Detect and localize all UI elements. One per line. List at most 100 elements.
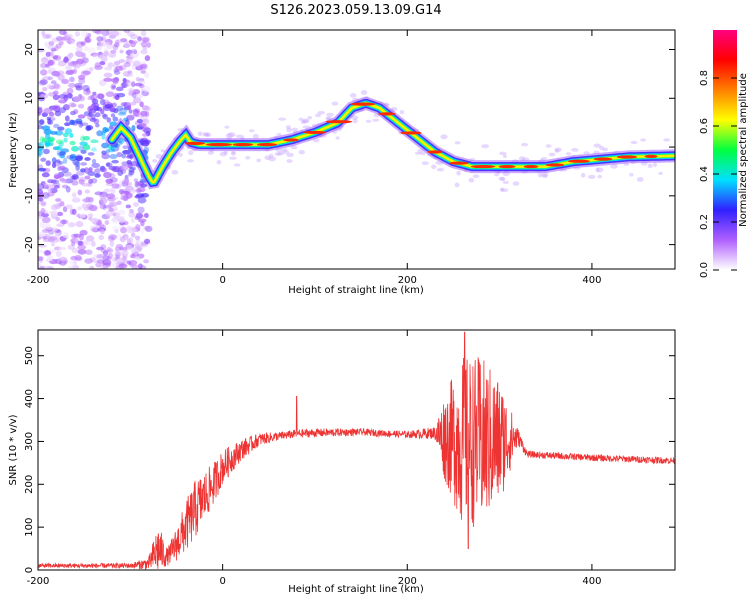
spectrogram-noise-cell — [133, 178, 139, 183]
spectrogram-noise-cell — [100, 165, 106, 173]
spectrogram-noise-cell — [84, 189, 90, 194]
snr-ytick-label: 0 — [24, 567, 35, 573]
spectrogram-noise-cell — [109, 207, 115, 213]
spectrogram-halo-cell — [640, 138, 647, 142]
spectrogram-noise-cell — [41, 31, 46, 36]
spectrogram-noise-cell — [137, 206, 145, 214]
spectrogram-noise-cell — [135, 212, 143, 219]
spectrogram-noise-cell — [59, 165, 66, 170]
spectrogram-noise-cell — [38, 183, 45, 190]
spectrogram-noise-cell — [50, 47, 57, 52]
spectrogram-noise-cell — [122, 149, 132, 155]
spectrogram-halo-cell — [349, 92, 357, 98]
spectrogram-noise-cell — [58, 246, 67, 251]
spectrogram-noise-cell — [62, 57, 70, 64]
spectrogram-noise-cell — [42, 56, 51, 61]
spectrogram-noise-cell — [133, 246, 143, 253]
spectrogram-noise-cell — [47, 45, 56, 51]
spectrogram-noise-cell — [69, 208, 74, 215]
spectrogram-peak-cell — [325, 120, 353, 124]
spectrogram-halo-cell — [225, 133, 234, 138]
spectrogram-noise-cell — [45, 133, 51, 140]
spectrogram-noise-cell — [75, 44, 84, 49]
spectrogram-noise-cell — [69, 259, 77, 265]
spectrogram-noise-cell — [102, 259, 112, 266]
spectrogram-noise-cell — [50, 80, 57, 85]
spectrogram-noise-cell — [48, 188, 53, 196]
spectrogram-noise-cell — [59, 219, 69, 225]
spectrogram-halo-cell — [268, 153, 274, 159]
spectrogram-noise-cell — [112, 212, 117, 217]
spectrogram-ytick-label: 10 — [24, 92, 35, 105]
spectrogram-panel: -200 0 200 400 -20 -10 0 10 20 Height of straigh… — [8, 29, 676, 296]
spectrogram-noise-cell — [42, 76, 51, 81]
spectrogram-halo-cell — [282, 148, 288, 152]
spectrogram-halo-cell — [278, 117, 287, 121]
spectrogram-noise-cell — [71, 241, 76, 247]
spectrogram-noise-cell — [122, 145, 129, 150]
spectrogram-noise-cell — [136, 93, 144, 99]
spectrogram-halo-cell — [512, 181, 520, 186]
spectrogram-noise-cell — [140, 49, 148, 55]
spectrogram-noise-cell — [81, 30, 89, 38]
spectrogram-noise-cell — [52, 90, 59, 96]
spectrogram-noise-cell — [59, 154, 66, 159]
spectrogram-noise-cell — [107, 62, 114, 68]
spectrogram-noise-cell — [38, 256, 44, 261]
spectrogram-noise-cell — [71, 175, 76, 181]
colorbar-tick-label: 0.6 — [699, 118, 710, 134]
spectrogram-noise-cell — [66, 87, 74, 94]
spectrogram-halo-cell — [630, 140, 638, 144]
spectrogram-noise-cell — [77, 114, 86, 119]
spectrogram-peak-cell — [593, 157, 613, 161]
spectrogram-noise-cell — [134, 194, 142, 199]
spectrogram-noise-cell — [85, 196, 90, 203]
spectrogram-noise-cell — [75, 155, 83, 162]
spectrogram-noise-cell — [87, 96, 93, 101]
spectrogram-noise-cell — [126, 160, 132, 165]
spectrogram-noise-cell — [107, 235, 115, 242]
spectrogram-noise-cell — [38, 124, 43, 130]
spectrogram-noise-cell — [83, 111, 91, 117]
spectrogram-noise-cell — [104, 220, 110, 226]
spectrogram-noise-cell — [131, 81, 136, 88]
spectrogram-noise-cell — [39, 265, 45, 269]
spectrogram-noise-cell — [101, 30, 110, 37]
spectrogram-noise-cell — [71, 197, 81, 203]
spectrogram-noise-cell — [89, 265, 95, 269]
spectrogram-halo-cell — [224, 125, 230, 129]
colorbar: 0.0 0.2 0.4 0.6 0.8 Normalized spectral ampl… — [699, 30, 749, 278]
spectrogram-noise-cell — [103, 188, 111, 193]
spectrogram-noise-cell — [45, 222, 51, 229]
spectrogram-noise-cell — [123, 236, 132, 243]
spectrogram-noise-cell — [94, 30, 103, 35]
spectrogram-noise-cell — [57, 202, 62, 208]
spectrogram-halo-cell — [365, 119, 372, 123]
spectrogram-noise-cell — [114, 183, 122, 190]
spectrogram-halo-cell — [216, 160, 222, 165]
spectrogram-noise-cell — [99, 197, 108, 205]
colorbar-gradient — [713, 30, 737, 270]
spectrogram-noise-cell — [81, 203, 88, 209]
spectrogram-noise-cell — [115, 39, 120, 45]
spectrogram-noise-cell — [72, 62, 81, 69]
spectrogram-noise-cell — [137, 36, 142, 42]
spectrogram-noise-cell — [101, 133, 106, 140]
spectrogram-noise-cell — [38, 231, 46, 237]
spectrogram-noise-cell — [115, 86, 124, 92]
spectrogram-noise-cell — [85, 125, 92, 132]
spectrogram-noise-cell — [38, 262, 42, 268]
spectrogram-noise-cell — [88, 196, 94, 203]
spectrogram-noise-cell — [103, 72, 113, 78]
spectrogram-noise-cell — [84, 167, 90, 174]
spectrogram-noise-cell — [80, 41, 86, 47]
spectrogram-noise-cell — [127, 32, 136, 37]
spectrogram-halo-cell — [202, 132, 210, 137]
spectrogram-noise-cell — [52, 104, 61, 110]
spectrogram-halo-cell — [481, 144, 490, 149]
spectrogram-halo-cell — [663, 138, 671, 142]
spectrogram-noise-cell — [79, 229, 88, 236]
spectrogram-halo-cell — [245, 155, 251, 160]
spectrogram-noise-cell — [80, 168, 86, 173]
spectrogram-noise-cell — [41, 56, 48, 62]
